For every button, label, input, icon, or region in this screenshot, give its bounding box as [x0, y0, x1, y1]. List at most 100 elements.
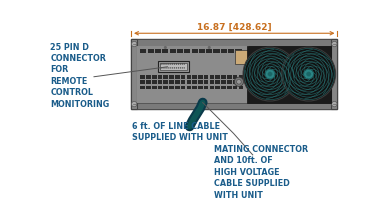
- Circle shape: [164, 67, 165, 69]
- Bar: [192, 75, 197, 79]
- Bar: [233, 86, 237, 89]
- Circle shape: [170, 67, 172, 69]
- Bar: [169, 86, 174, 89]
- Circle shape: [265, 69, 275, 79]
- Circle shape: [131, 101, 137, 107]
- Bar: [181, 75, 185, 79]
- Bar: [158, 75, 162, 79]
- Bar: [181, 80, 185, 84]
- Circle shape: [184, 67, 185, 69]
- Text: 6 ft. OF LINE CABLE
SUPPLIED WITH UNIT: 6 ft. OF LINE CABLE SUPPLIED WITH UNIT: [132, 122, 228, 142]
- Circle shape: [168, 67, 170, 69]
- Bar: [163, 80, 168, 84]
- Circle shape: [160, 67, 162, 69]
- Bar: [131, 103, 337, 109]
- Bar: [148, 49, 154, 53]
- Bar: [221, 49, 227, 53]
- Bar: [152, 75, 157, 79]
- Circle shape: [182, 67, 183, 69]
- Bar: [198, 86, 203, 89]
- Circle shape: [172, 63, 173, 65]
- Bar: [163, 75, 168, 79]
- Circle shape: [180, 63, 181, 65]
- Bar: [199, 49, 205, 53]
- Bar: [210, 86, 214, 89]
- Bar: [233, 80, 237, 84]
- Circle shape: [176, 67, 177, 69]
- Circle shape: [306, 72, 311, 76]
- Bar: [215, 80, 220, 84]
- Circle shape: [332, 41, 337, 47]
- Bar: [163, 86, 168, 89]
- Bar: [191, 49, 198, 53]
- Circle shape: [174, 63, 175, 65]
- Bar: [221, 80, 226, 84]
- Circle shape: [182, 63, 183, 65]
- Bar: [177, 49, 183, 53]
- Circle shape: [160, 63, 162, 65]
- Text: 16.87 [428.62]: 16.87 [428.62]: [197, 23, 272, 32]
- Bar: [146, 80, 151, 84]
- Circle shape: [184, 63, 185, 65]
- Bar: [204, 80, 209, 84]
- Bar: [331, 39, 337, 109]
- Bar: [238, 80, 243, 84]
- Circle shape: [162, 67, 163, 69]
- Bar: [175, 86, 180, 89]
- Bar: [233, 75, 237, 79]
- Circle shape: [164, 46, 167, 49]
- Circle shape: [234, 77, 243, 86]
- Bar: [221, 75, 226, 79]
- Circle shape: [174, 67, 175, 69]
- Bar: [186, 86, 191, 89]
- Circle shape: [243, 47, 297, 101]
- Bar: [131, 39, 137, 109]
- Bar: [137, 46, 249, 103]
- Bar: [170, 49, 176, 53]
- Circle shape: [172, 67, 173, 69]
- Bar: [131, 39, 337, 109]
- Bar: [146, 86, 151, 89]
- Bar: [169, 80, 174, 84]
- Circle shape: [162, 63, 163, 65]
- Bar: [160, 63, 187, 70]
- Bar: [248, 46, 331, 103]
- Circle shape: [131, 41, 137, 47]
- Bar: [227, 86, 231, 89]
- Bar: [152, 80, 157, 84]
- Bar: [198, 80, 203, 84]
- Bar: [140, 80, 145, 84]
- Bar: [175, 75, 180, 79]
- Bar: [215, 86, 220, 89]
- Bar: [192, 86, 197, 89]
- Bar: [146, 75, 151, 79]
- Bar: [235, 49, 241, 53]
- Circle shape: [164, 63, 165, 65]
- Bar: [238, 75, 243, 79]
- Bar: [227, 75, 231, 79]
- Bar: [158, 86, 162, 89]
- Text: 25 PIN D
CONNECTOR
FOR
REMOTE
CONTROL
MONITORING: 25 PIN D CONNECTOR FOR REMOTE CONTROL MO…: [50, 43, 110, 109]
- Circle shape: [178, 63, 179, 65]
- Circle shape: [332, 101, 337, 107]
- Bar: [181, 86, 185, 89]
- Circle shape: [170, 63, 172, 65]
- Bar: [228, 49, 234, 53]
- Bar: [210, 75, 214, 79]
- Bar: [140, 75, 145, 79]
- Circle shape: [268, 72, 272, 76]
- Text: MATING CONNECTOR
AND 10ft. OF
HIGH VOLTAGE
CABLE SUPPLIED
WITH UNIT: MATING CONNECTOR AND 10ft. OF HIGH VOLTA…: [214, 145, 308, 200]
- Circle shape: [168, 63, 170, 65]
- Bar: [155, 49, 161, 53]
- Circle shape: [178, 67, 179, 69]
- Bar: [152, 86, 157, 89]
- Bar: [204, 86, 209, 89]
- Circle shape: [166, 67, 168, 69]
- Bar: [184, 49, 190, 53]
- Bar: [186, 75, 191, 79]
- Bar: [198, 75, 203, 79]
- Bar: [206, 49, 212, 53]
- Circle shape: [166, 63, 168, 65]
- Bar: [169, 75, 174, 79]
- Bar: [158, 61, 189, 72]
